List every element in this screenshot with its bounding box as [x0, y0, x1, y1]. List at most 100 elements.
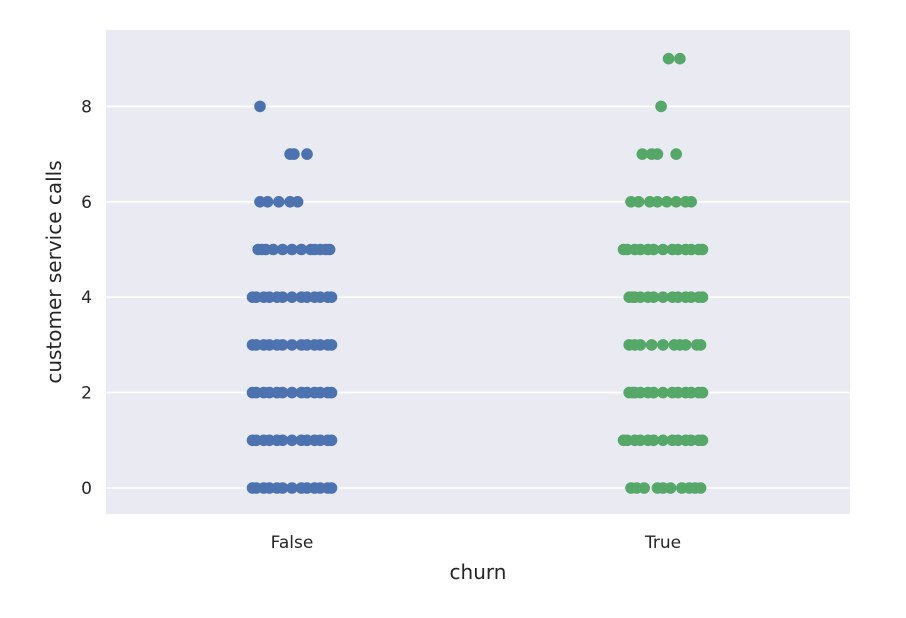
data-point-false — [286, 291, 298, 304]
data-point-true — [692, 434, 705, 447]
data-point-false — [263, 291, 276, 304]
data-point-true — [662, 52, 675, 65]
data-point-false — [276, 434, 289, 447]
data-point-true — [685, 196, 697, 208]
data-point-true — [666, 434, 679, 447]
data-point-true — [694, 339, 707, 351]
data-point-false — [263, 339, 276, 351]
data-point-false — [263, 434, 276, 447]
data-point-false — [276, 243, 289, 256]
y-tick-labels: 0 2 4 6 8 — [81, 97, 92, 499]
data-point-true — [651, 148, 664, 160]
data-point-false — [321, 386, 334, 399]
data-point-false — [286, 434, 298, 447]
data-point-false — [295, 291, 308, 304]
data-point-false — [321, 434, 334, 447]
y-tick-label: 2 — [81, 384, 92, 404]
data-point-false — [263, 482, 276, 494]
data-point-false — [250, 434, 263, 447]
data-point-true — [679, 243, 692, 256]
y-tick-label: 0 — [81, 479, 92, 499]
data-point-false — [308, 434, 321, 447]
y-tick-label: 6 — [81, 193, 92, 213]
data-point-false — [250, 339, 263, 351]
data-point-true — [634, 434, 647, 447]
x-axis-label: churn — [450, 560, 507, 584]
data-point-true — [657, 482, 669, 494]
data-point-true — [670, 148, 682, 160]
data-point-true — [679, 434, 692, 447]
data-point-false — [308, 482, 321, 494]
data-point-true — [629, 339, 641, 351]
data-point-false — [256, 243, 268, 256]
data-point-true — [683, 482, 696, 494]
data-point-true — [666, 386, 679, 399]
data-point-true — [692, 386, 705, 399]
data-point-true — [634, 291, 647, 304]
data-point-false — [254, 100, 266, 113]
data-point-true — [651, 196, 664, 208]
data-point-true — [645, 339, 658, 351]
data-point-false — [286, 482, 298, 494]
data-point-false — [308, 339, 321, 351]
data-point-false — [263, 386, 276, 399]
data-points — [246, 52, 709, 494]
x-tick-label: False — [271, 533, 314, 553]
y-tick-label: 8 — [81, 97, 92, 117]
data-point-false — [286, 339, 298, 351]
data-point-false — [321, 339, 334, 351]
data-point-true — [657, 291, 669, 304]
data-point-false — [273, 196, 285, 208]
data-point-true — [679, 291, 692, 304]
data-point-false — [291, 196, 304, 208]
data-point-false — [295, 482, 308, 494]
data-point-false — [301, 148, 313, 160]
plot-background — [106, 30, 850, 514]
data-point-true — [674, 52, 686, 65]
data-point-false — [295, 434, 308, 447]
data-point-true — [670, 196, 682, 208]
data-point-false — [295, 243, 308, 256]
data-point-false — [308, 386, 321, 399]
data-point-true — [666, 291, 679, 304]
data-point-true — [674, 339, 686, 351]
data-point-true — [621, 434, 634, 447]
data-point-false — [308, 243, 321, 256]
data-point-false — [295, 386, 308, 399]
data-point-true — [647, 243, 660, 256]
data-point-true — [657, 243, 669, 256]
data-point-true — [657, 339, 669, 351]
data-point-true — [636, 148, 649, 160]
data-point-false — [288, 148, 300, 160]
data-point-true — [666, 243, 679, 256]
data-point-true — [692, 291, 705, 304]
data-point-false — [250, 386, 263, 399]
data-point-true — [634, 243, 647, 256]
data-point-false — [286, 386, 298, 399]
x-tick-label: True — [644, 533, 681, 553]
data-point-true — [647, 291, 660, 304]
data-point-false — [276, 482, 289, 494]
data-point-true — [657, 434, 669, 447]
data-point-true — [634, 386, 647, 399]
data-point-false — [321, 482, 334, 494]
data-point-true — [632, 196, 645, 208]
y-tick-label: 4 — [81, 288, 92, 308]
data-point-true — [621, 243, 634, 256]
data-point-false — [250, 482, 263, 494]
data-point-false — [321, 291, 334, 304]
data-point-true — [692, 243, 705, 256]
data-point-false — [276, 291, 289, 304]
data-point-true — [657, 386, 669, 399]
data-point-false — [295, 339, 308, 351]
data-point-false — [286, 243, 298, 256]
data-point-true — [655, 100, 667, 113]
x-tick-labels: False True — [271, 533, 681, 553]
data-point-true — [630, 482, 643, 494]
data-point-false — [250, 291, 263, 304]
data-point-true — [647, 386, 660, 399]
data-point-false — [276, 339, 289, 351]
grid-lines — [106, 105, 850, 489]
data-point-true — [647, 434, 660, 447]
